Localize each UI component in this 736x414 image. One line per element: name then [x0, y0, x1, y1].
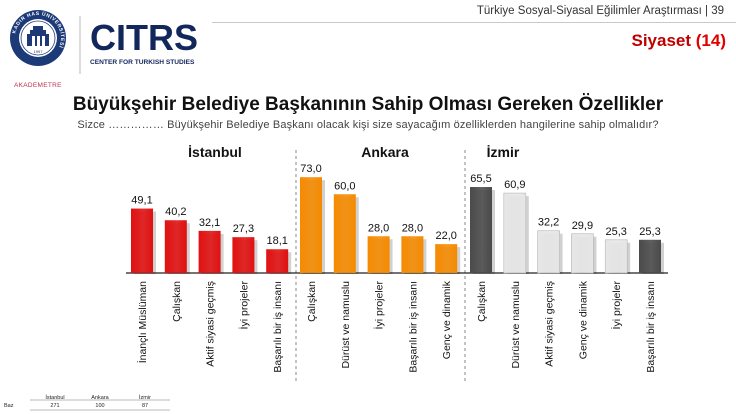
bar [131, 208, 153, 273]
akademetre-logo: AKADEMETRE [14, 82, 62, 89]
category-label: Dürüst ve namuslu [510, 281, 522, 369]
category-label: Genç ve dinamik [441, 280, 453, 359]
group-header: İzmir [487, 144, 520, 160]
category-label: Aktif siyasi geçmiş [205, 281, 217, 367]
category-label: İyi projeler [237, 280, 250, 329]
bar [401, 236, 424, 273]
data-label: 28,0 [402, 222, 423, 234]
bar [333, 194, 356, 273]
base-value: 271 [50, 403, 59, 409]
data-label: 32,2 [538, 217, 559, 229]
citrs-logo: CITRS CENTER FOR TURKISH STUDIES [90, 17, 198, 66]
citrs-subtitle: CENTER FOR TURKISH STUDIES [90, 59, 195, 66]
bar [266, 249, 289, 273]
category-label: Çalışkan [476, 281, 488, 322]
section-name: Siyaset [631, 31, 692, 50]
header-divider [212, 22, 736, 23]
data-label: 60,9 [504, 179, 525, 191]
base-column-header: İzmir [139, 394, 151, 401]
base-table: Baz İstanbul 271 Ankara 100 İzmir 87 [4, 394, 170, 411]
category-label: Çalışkan [171, 281, 183, 322]
category-label: İyi projeler [610, 280, 623, 329]
report-header: Türkiye Sosyal-Siyasal Eğilimler Araştır… [476, 5, 724, 17]
data-label: 73,0 [300, 163, 321, 175]
bar [470, 187, 492, 273]
logos: 1997 KADIR HAS ÜNİVERSİTESİ AKADEMETRE C… [10, 10, 198, 89]
kadir-has-university-logo: 1997 KADIR HAS ÜNİVERSİTESİ [10, 10, 66, 66]
data-label: 27,3 [233, 223, 254, 235]
bar [604, 239, 628, 274]
bar [639, 239, 661, 273]
chart-title: Büyükşehir Belediye Başkanının Sahip Olm… [72, 94, 664, 115]
data-label: 49,1 [131, 195, 152, 207]
data-label: 29,9 [572, 220, 593, 232]
bar [300, 177, 322, 273]
data-label: 40,2 [165, 206, 186, 218]
bar [503, 192, 527, 274]
bar [571, 233, 594, 274]
bar [537, 230, 560, 274]
data-label: 22,0 [435, 230, 456, 242]
group-header: Ankara [361, 144, 409, 160]
category-label: Çalışkan [306, 281, 318, 322]
base-value: 100 [95, 403, 104, 409]
group-header: İstanbul [188, 144, 242, 160]
data-label: 60,0 [334, 180, 355, 192]
category-label: Dürüst ve namuslu [340, 281, 352, 369]
category-label: İyi projeler [373, 280, 386, 329]
base-column-header: Ankara [91, 395, 109, 401]
bar [164, 220, 187, 273]
bar [367, 236, 390, 273]
data-label: 65,5 [470, 173, 491, 185]
base-column-header: İstanbul [45, 394, 64, 401]
section-number: (14) [695, 31, 726, 50]
data-label: 25,3 [639, 226, 660, 238]
bar [232, 237, 255, 273]
bar-chart: İstanbul 49,1 İnançlı Müslüman 40,2 Çalışkan… [126, 144, 668, 384]
citrs-wordmark: CITRS [90, 17, 198, 58]
base-value: 87 [142, 403, 148, 409]
data-label: 18,1 [266, 235, 287, 247]
base-row-label: Baz [4, 403, 14, 409]
category-label: İnançlı Müslüman [136, 281, 149, 363]
section-tag: Siyaset (14) [631, 31, 726, 51]
survey-question: Sizce …………… Büyükşehir Belediye Başkanı … [77, 119, 659, 131]
category-label: Başarılı bir iş insanı [272, 281, 284, 373]
data-label: 32,1 [199, 217, 220, 229]
data-label: 25,3 [605, 226, 626, 238]
university-year: 1997 [34, 49, 44, 54]
bar [198, 230, 221, 273]
category-label: Genç ve dinamik [577, 280, 589, 359]
bar [435, 244, 458, 273]
category-label: Başarılı bir iş insanı [407, 281, 419, 373]
category-label: Aktif siyasi geçmiş [544, 281, 556, 367]
data-label: 28,0 [368, 222, 389, 234]
category-label: Başarılı bir iş insanı [645, 281, 657, 373]
